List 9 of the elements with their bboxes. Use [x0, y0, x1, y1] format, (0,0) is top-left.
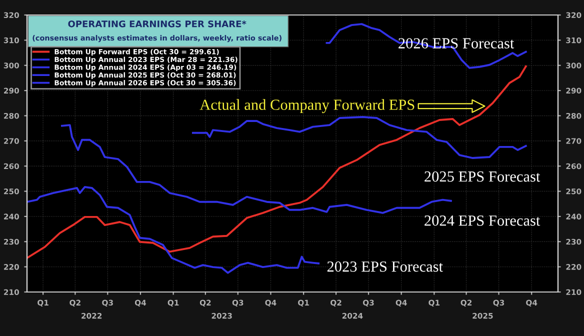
line-series	[27, 186, 320, 274]
chart-title: OPERATING EARNINGS PER SHARE*	[68, 20, 246, 28]
line-series	[192, 116, 527, 160]
annotation: 2024 EPS Forecast	[424, 215, 540, 226]
annotation: 2025 EPS Forecast	[424, 171, 540, 182]
line-series	[326, 23, 527, 69]
annotation: 2023 EPS Forecast	[327, 261, 443, 272]
line-series	[60, 124, 452, 214]
annotation: Actual and Company Forward EPS	[200, 99, 414, 114]
